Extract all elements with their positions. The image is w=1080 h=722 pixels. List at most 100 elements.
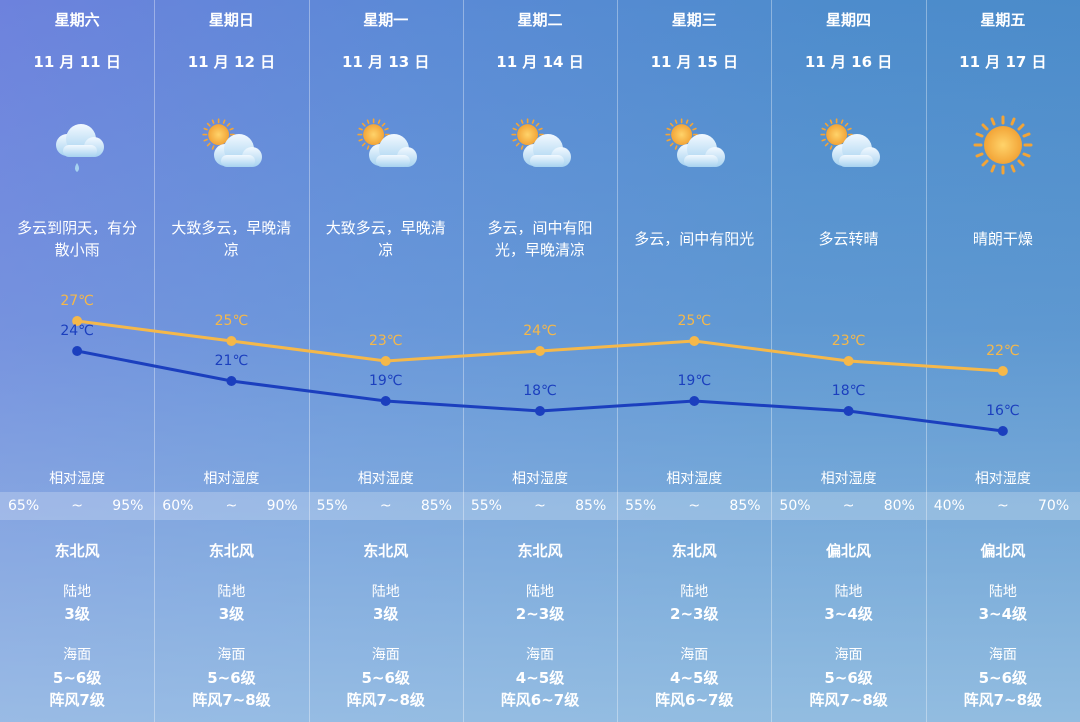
land-label: 陆地 bbox=[834, 584, 863, 600]
humidity-high: 95% bbox=[112, 498, 144, 514]
land-level: 3级 bbox=[218, 605, 245, 623]
humidity-separator: ~ bbox=[534, 498, 546, 514]
column-divider bbox=[617, 0, 619, 722]
temperature-point bbox=[226, 336, 237, 346]
humidity-high: 85% bbox=[729, 498, 761, 514]
weather-description: 大致多云，早晚清凉 bbox=[325, 219, 446, 259]
temperature-label: 18℃ bbox=[832, 383, 866, 399]
humidity-label: 相对湿度 bbox=[357, 471, 414, 487]
weather-description: 多云到阴天，有分散小雨 bbox=[17, 219, 138, 259]
column-divider bbox=[925, 0, 927, 722]
gust-level: 阵风7级 bbox=[49, 691, 105, 709]
land-level: 2~3级 bbox=[670, 605, 719, 623]
temperature-point bbox=[72, 316, 83, 326]
weather-description: 晴朗干燥 bbox=[972, 230, 1033, 248]
humidity-low: 60% bbox=[162, 498, 194, 514]
humidity-high: 85% bbox=[575, 498, 607, 514]
column-divider bbox=[154, 0, 156, 722]
humidity-separator: ~ bbox=[225, 498, 238, 514]
sea-level: 5~6级 bbox=[207, 669, 256, 687]
humidity-low: 55% bbox=[625, 498, 657, 514]
temperature-label: 25℃ bbox=[678, 313, 712, 329]
gust-level: 阵风6~7级 bbox=[655, 691, 734, 709]
sea-level: 4~5级 bbox=[515, 669, 565, 687]
weekday: 星期日 bbox=[208, 11, 254, 29]
temperature-label: 18℃ bbox=[523, 383, 557, 399]
humidity-low: 55% bbox=[316, 498, 348, 514]
temperature-label: 24℃ bbox=[523, 323, 557, 339]
temperature-label: 27℃ bbox=[60, 293, 94, 309]
gust-level: 阵风7~8级 bbox=[346, 691, 425, 709]
rain-icon bbox=[56, 124, 104, 172]
temperature-label: 24℃ bbox=[60, 323, 94, 339]
gust-level: 阵风7~8级 bbox=[192, 691, 271, 709]
date: 11 月 11 日 bbox=[33, 53, 121, 71]
temperature-label: 16℃ bbox=[986, 403, 1020, 419]
sea-label: 海面 bbox=[63, 647, 92, 663]
temperature-label: 23℃ bbox=[369, 333, 403, 349]
date: 11 月 16 日 bbox=[804, 53, 893, 71]
temperature-point bbox=[997, 366, 1008, 376]
temperature-point bbox=[689, 336, 700, 346]
humidity-separator: ~ bbox=[688, 498, 701, 514]
humidity-label: 相对湿度 bbox=[820, 471, 877, 487]
gust-level: 阵风7~8级 bbox=[963, 691, 1043, 709]
sea-level: 4~5级 bbox=[670, 669, 719, 687]
temperature-point bbox=[72, 346, 83, 356]
humidity-separator: ~ bbox=[842, 498, 855, 514]
gust-level: 阵风6~7级 bbox=[500, 691, 580, 709]
temperature-point bbox=[997, 426, 1008, 436]
sea-level: 5~6级 bbox=[52, 669, 102, 687]
humidity-low: 55% bbox=[470, 498, 502, 514]
date: 11 月 12 日 bbox=[187, 53, 276, 71]
land-level: 3~4级 bbox=[824, 605, 873, 623]
wind-direction: 东北风 bbox=[208, 542, 254, 560]
humidity-label: 相对湿度 bbox=[666, 471, 723, 487]
temperature-point bbox=[843, 356, 854, 366]
humidity-separator: ~ bbox=[71, 498, 84, 514]
land-level: 2~3级 bbox=[515, 605, 565, 623]
date: 11 月 17 日 bbox=[959, 53, 1047, 71]
column-divider bbox=[462, 0, 464, 722]
land-label: 陆地 bbox=[371, 584, 400, 600]
temperature-label: 19℃ bbox=[369, 373, 403, 389]
land-label: 陆地 bbox=[680, 584, 709, 600]
humidity-separator: ~ bbox=[996, 498, 1009, 514]
date: 11 月 15 日 bbox=[650, 53, 738, 71]
temperature-point bbox=[226, 376, 237, 386]
sea-label: 海面 bbox=[680, 647, 709, 663]
temperature-label: 23℃ bbox=[832, 333, 866, 349]
humidity-label: 相对湿度 bbox=[974, 471, 1031, 487]
weekday: 星期二 bbox=[517, 11, 563, 29]
land-label: 陆地 bbox=[63, 584, 92, 600]
land-level: 3~4级 bbox=[978, 605, 1028, 623]
land-label: 陆地 bbox=[217, 584, 246, 600]
humidity-low: 65% bbox=[8, 498, 40, 514]
wind-direction: 东北风 bbox=[671, 542, 717, 560]
weekday: 星期六 bbox=[54, 11, 100, 29]
weather-description: 多云，间中有阳光 bbox=[634, 230, 755, 248]
land-level: 3级 bbox=[372, 605, 399, 623]
sea-label: 海面 bbox=[217, 647, 246, 663]
weekday: 星期一 bbox=[363, 11, 409, 29]
land-label: 陆地 bbox=[526, 584, 554, 600]
sea-label: 海面 bbox=[371, 647, 400, 663]
temperature-point bbox=[689, 396, 700, 406]
temperature-point bbox=[380, 396, 391, 406]
humidity-high: 85% bbox=[420, 498, 452, 514]
weather-description: 多云转晴 bbox=[818, 230, 879, 248]
date: 11 月 13 日 bbox=[341, 53, 430, 71]
land-level: 3级 bbox=[64, 605, 90, 623]
sea-label: 海面 bbox=[988, 647, 1017, 663]
humidity-high: 70% bbox=[1038, 498, 1070, 514]
humidity-low: 40% bbox=[933, 498, 965, 514]
weather-description: 大致多云，早晚清凉 bbox=[171, 219, 292, 259]
wind-direction: 偏北风 bbox=[980, 542, 1026, 560]
temperature-point bbox=[535, 406, 545, 416]
weekday: 星期四 bbox=[826, 11, 872, 29]
humidity-label: 相对湿度 bbox=[203, 471, 260, 487]
weekday: 星期五 bbox=[980, 11, 1026, 29]
sea-level: 5~6级 bbox=[824, 669, 873, 687]
date: 11 月 14 日 bbox=[496, 53, 584, 71]
